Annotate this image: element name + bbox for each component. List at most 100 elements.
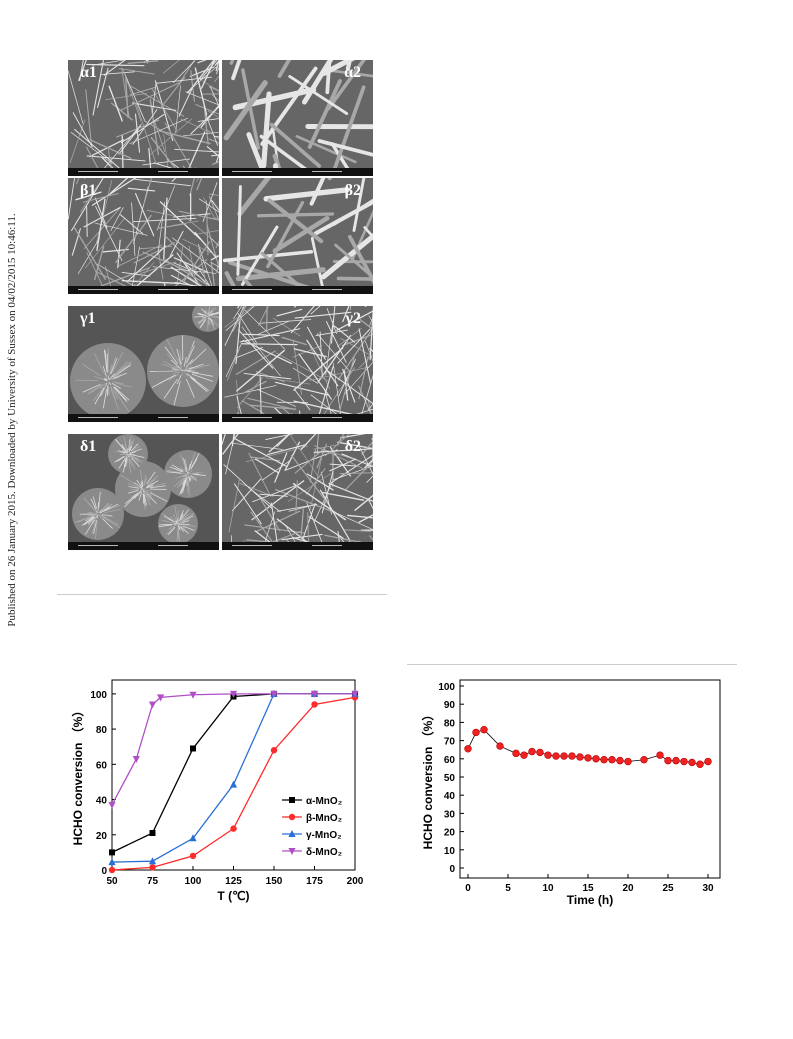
x-tick-label: 50 [106, 876, 118, 887]
data-point [672, 756, 680, 765]
data-point [496, 742, 504, 750]
x-tick-label: 175 [306, 876, 323, 887]
data-point [109, 849, 115, 856]
y-tick-label: 0 [101, 866, 107, 877]
x-tick-label: 25 [662, 883, 674, 894]
data-point [288, 848, 296, 855]
sem-texture [222, 178, 373, 294]
panel-label: β2 [344, 182, 361, 199]
y-tick-label: 50 [444, 773, 456, 784]
data-point [148, 857, 157, 865]
sem-row-gamma: γ1 γ2 [68, 306, 376, 424]
x-tick-label: 150 [266, 876, 283, 887]
data-point [149, 830, 156, 837]
series-0 [464, 725, 712, 768]
plot-frame [459, 679, 721, 879]
y-tick-label: 70 [444, 737, 456, 748]
legend-label: β-MnO₂ [306, 813, 342, 824]
data-point [289, 797, 295, 803]
y-axis-label: HCHO conversion （%） [70, 705, 85, 846]
data-point [704, 757, 712, 766]
sem-texture [68, 60, 219, 176]
y-tick-label: 20 [96, 831, 108, 842]
data-point [512, 749, 520, 758]
data-point [229, 690, 238, 698]
legend-label: α-MnO₂ [306, 796, 342, 807]
series-3 [108, 690, 359, 809]
panel-label: δ1 [80, 438, 97, 455]
data-point [270, 690, 278, 698]
plot-frame [111, 679, 356, 871]
y-tick-label: 10 [444, 846, 456, 857]
sem-image-gamma1: γ1 [68, 306, 219, 422]
y-tick-label: 0 [449, 864, 455, 875]
sem-info-bar [68, 286, 219, 294]
panel-label: γ2 [345, 310, 361, 327]
data-point [108, 866, 116, 874]
sem-info-bar [222, 168, 373, 176]
x-tick-label: 200 [347, 876, 364, 887]
legend: α-MnO₂ β-MnO₂ γ-MnO₂ δ-MnO₂ [282, 796, 342, 858]
x-tick-label: 0 [465, 883, 471, 894]
data-point [149, 864, 156, 871]
data-point [576, 753, 584, 761]
sem-texture [222, 306, 373, 422]
sem-info-bar [222, 542, 373, 550]
divider [57, 594, 387, 595]
sem-row-beta: β1 β2 [68, 178, 376, 296]
data-point [552, 752, 560, 760]
sem-image-alpha2: α2 [222, 60, 373, 176]
y-tick-label: 80 [444, 718, 456, 729]
data-point [696, 760, 704, 768]
data-point [688, 758, 696, 767]
data-point [616, 756, 624, 765]
sem-image-delta1: δ1 [68, 434, 219, 550]
data-point [472, 728, 480, 737]
data-point [190, 745, 196, 752]
x-axis-label: T (℃) [217, 889, 249, 903]
sem-info-bar [68, 542, 219, 550]
panel-label: β1 [80, 182, 97, 199]
y-tick-label: 100 [438, 682, 455, 693]
sem-texture [68, 434, 219, 550]
x-axis-label: Time (h) [567, 893, 613, 907]
panel-label: γ1 [80, 310, 96, 327]
sem-info-bar [222, 414, 373, 422]
legend-label: γ-MnO₂ [306, 830, 342, 841]
y-tick-label: 30 [444, 809, 456, 820]
data-point [132, 756, 140, 764]
panel-label: α1 [80, 64, 97, 81]
x-tick-label: 15 [582, 883, 594, 894]
data-point [270, 747, 278, 754]
data-point [464, 745, 472, 753]
data-point [157, 694, 165, 702]
data-point [310, 690, 319, 698]
x-tick-label: 125 [225, 876, 242, 887]
x-tick-label: 20 [622, 883, 634, 894]
data-point [560, 752, 568, 760]
sem-info-bar [222, 286, 373, 294]
data-point [520, 751, 528, 759]
data-point [351, 690, 359, 698]
sem-texture [68, 306, 219, 422]
data-point [189, 691, 197, 699]
y-tick-label: 80 [96, 725, 108, 736]
data-point [624, 757, 632, 766]
sem-image-beta2: β2 [222, 178, 373, 294]
sem-info-bar [68, 168, 219, 176]
sem-texture [222, 434, 373, 550]
panel-label: α2 [344, 64, 361, 81]
data-point [230, 825, 237, 832]
sem-row-delta: δ1 δ2 [68, 434, 376, 552]
data-point [544, 751, 552, 759]
sem-texture [222, 60, 373, 176]
sem-image-alpha1: α1 [68, 60, 219, 176]
data-point [600, 756, 608, 764]
publication-note: Published on 26 January 2015. Downloaded… [6, 213, 18, 627]
legend-label: δ-MnO₂ [306, 847, 342, 858]
data-point [568, 752, 576, 760]
data-point [229, 780, 238, 788]
sem-image-gamma2: γ2 [222, 306, 373, 422]
y-tick-label: 40 [444, 791, 456, 802]
y-tick-label: 60 [96, 760, 108, 771]
